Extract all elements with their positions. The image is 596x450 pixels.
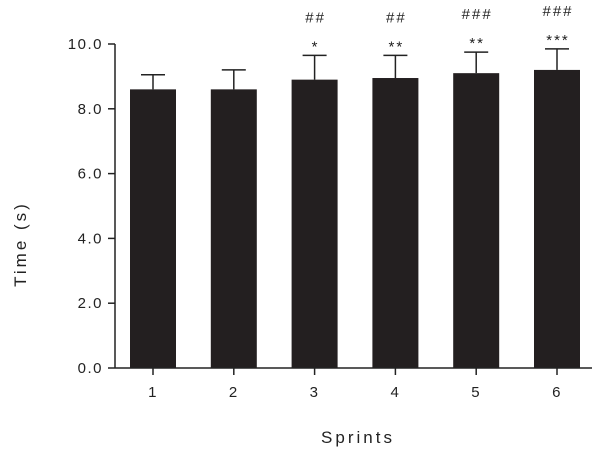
x-axis: 1 2 3 4 5 6 xyxy=(115,367,592,401)
error-bars-layer xyxy=(141,48,569,90)
x-tick-label: 6 xyxy=(552,384,562,401)
y-tick-label: 2.0 xyxy=(78,295,103,312)
significance-marker: * xyxy=(312,38,320,55)
significance-layer: * ## ** ## ** ### *** ### xyxy=(305,3,573,55)
x-tick-label: 3 xyxy=(310,384,320,401)
bar xyxy=(130,89,176,369)
y-tick-label: 6.0 xyxy=(78,166,103,183)
bar xyxy=(534,69,580,369)
significance-marker-secondary: ### xyxy=(542,3,573,20)
bars-layer xyxy=(130,69,580,369)
x-axis-title: Sprints xyxy=(321,428,395,447)
x-tick-label: 4 xyxy=(390,384,400,401)
bar xyxy=(291,79,338,368)
bar xyxy=(372,78,419,369)
significance-marker: *** xyxy=(546,32,570,49)
x-tick-label: 1 xyxy=(148,384,158,401)
bar xyxy=(453,73,500,368)
bar xyxy=(210,89,257,369)
x-tick-label: 2 xyxy=(229,384,239,401)
significance-marker: ** xyxy=(469,35,485,52)
significance-marker-secondary: ## xyxy=(305,9,326,26)
y-tick-label: 4.0 xyxy=(78,230,103,247)
y-axis: 0.0 2.0 4.0 6.0 8.0 10.0 xyxy=(68,36,116,377)
significance-marker: ** xyxy=(389,38,405,55)
y-axis-title: Time (s) xyxy=(11,201,30,287)
significance-marker-secondary: ## xyxy=(386,9,407,26)
y-tick-label: 10.0 xyxy=(68,36,103,53)
x-tick-label: 5 xyxy=(471,384,481,401)
significance-marker-secondary: ### xyxy=(462,6,493,23)
y-tick-label: 0.0 xyxy=(78,360,103,377)
y-tick-label: 8.0 xyxy=(78,101,103,118)
